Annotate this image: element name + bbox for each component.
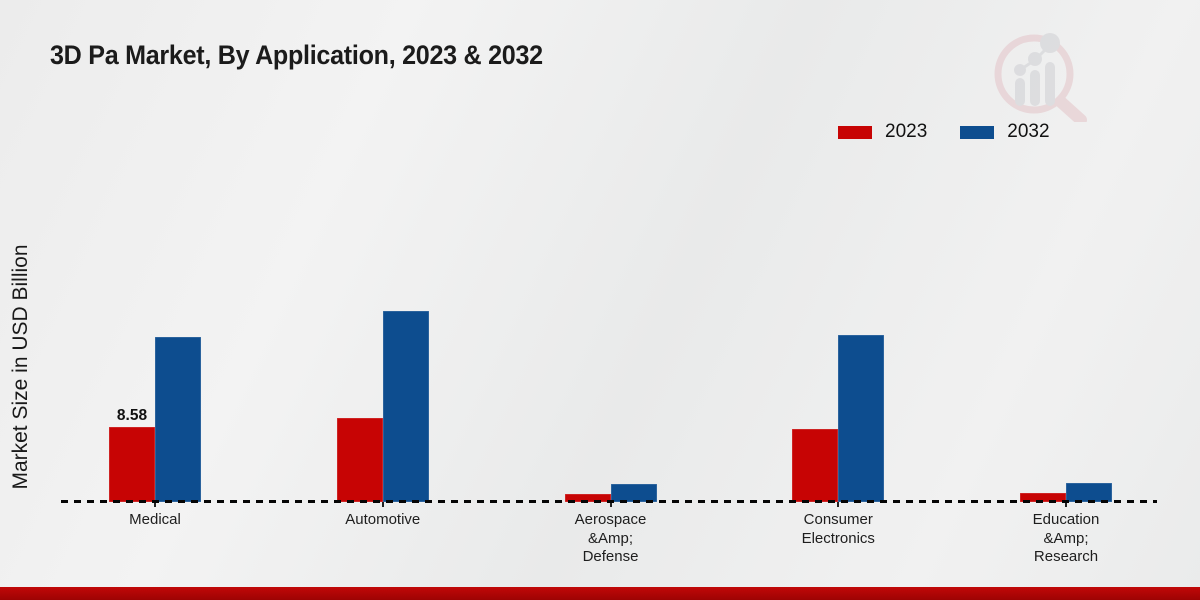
x-axis-tick — [837, 502, 840, 507]
x-axis-tick — [381, 502, 384, 507]
legend-swatch-2023 — [838, 125, 872, 139]
x-axis-tick — [154, 502, 156, 507]
bar-2032-education — [1066, 483, 1112, 502]
chart-title: 3D Pa Market, By Application, 2023 & 203… — [50, 40, 543, 70]
bar-2032-automotive — [382, 311, 429, 502]
bar-2032-medical — [155, 337, 201, 502]
bar-2032-consumer — [838, 335, 885, 502]
bar-value-label: 8.58 — [116, 406, 148, 424]
bar-2023-automotive — [336, 418, 383, 502]
legend-item-2032: 2032 — [960, 121, 1050, 143]
bar-2023-aerospace — [564, 494, 611, 502]
legend-swatch-2032 — [960, 125, 995, 139]
x-axis-tick — [609, 502, 612, 507]
x-axis-label-medical: Medical — [129, 511, 181, 528]
bar-2023-consumer — [792, 429, 839, 502]
bar-2032-aerospace — [610, 484, 657, 502]
x-axis-tick — [1065, 502, 1067, 507]
x-axis-label-aerospace: Aerospace &Amp; Defense — [574, 511, 647, 565]
x-axis-baseline — [61, 500, 1157, 503]
legend-item-2023: 2023 — [838, 121, 927, 143]
x-axis-label-consumer: Consumer Electronics — [801, 511, 875, 547]
x-axis-label-automotive: Automotive — [345, 511, 421, 528]
legend-label-2032: 2032 — [1007, 121, 1050, 142]
market-research-watermark-logo-icon — [994, 33, 1087, 122]
legend: 2023 2032 — [838, 121, 1050, 143]
footer-accent-band — [0, 587, 1200, 600]
bar-2023-medical — [109, 426, 155, 502]
x-axis-label-education: Education &Amp; Research — [1032, 511, 1100, 565]
bar-2023-education — [1020, 493, 1066, 502]
legend-label-2023: 2023 — [885, 121, 928, 142]
